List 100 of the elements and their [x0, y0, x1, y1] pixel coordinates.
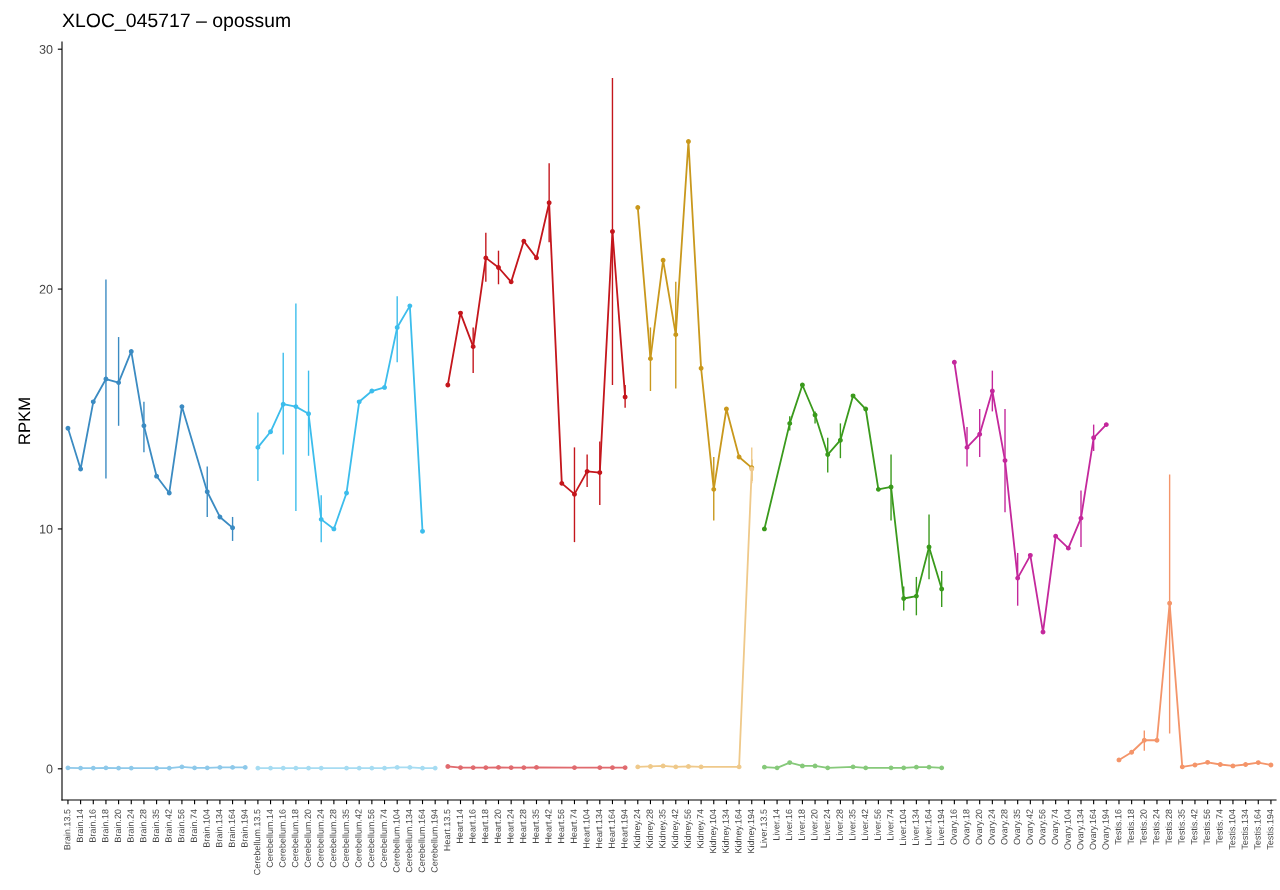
x-tick-label: Brain.104: [203, 809, 210, 847]
x-tick-label: Heart.104: [583, 809, 590, 848]
x-tick-label: Cerebellum.20: [304, 809, 311, 868]
x-tick-label: Ovary.18: [963, 809, 972, 845]
x-tick-label: Heart.134: [595, 809, 603, 848]
x-tick-label: Brain.16: [89, 809, 96, 842]
x-tick-label: Cerebellum.134: [405, 809, 413, 873]
y-tick-label: 10: [40, 524, 53, 534]
x-tick-label: Liver.42: [861, 809, 869, 840]
x-tick-label: Ovary.104: [1064, 809, 1073, 850]
x-tick-label: Testis.56: [1203, 809, 1211, 845]
y-tick-label: 0: [46, 764, 53, 774]
x-tick-label: Kidney.28: [646, 809, 655, 848]
x-tick-label: Testis.42: [1190, 809, 1198, 845]
x-tick-label: Heart.35: [532, 809, 539, 843]
x-tick-label: Cerebellum.13.5: [253, 809, 261, 875]
x-tick-label: Testis.20: [1140, 809, 1147, 845]
x-tick-label: Heart.24: [507, 809, 514, 843]
x-tick-label: Ovary.194: [1102, 809, 1111, 850]
y-tick-label: 20: [39, 284, 53, 294]
x-tick-label: Ovary.56: [1039, 809, 1048, 845]
x-tick-label: Cerebellum.164: [418, 809, 425, 873]
x-tick-label: Liver.164: [924, 809, 932, 845]
x-tick-label: Cerebellum.28: [329, 809, 337, 868]
x-tick-label: Heart.56: [557, 809, 565, 843]
y-axis-title: RPKM: [18, 398, 31, 444]
x-tick-label: Liver.14: [772, 809, 780, 840]
x-tick-label: Liver.56: [874, 809, 881, 840]
x-tick-label: Cerebellum.74: [380, 809, 387, 868]
x-tick-label: Brain.74: [190, 809, 197, 842]
x-tick-label: Ovary.20: [975, 809, 984, 845]
x-tick-label: Ovary.134: [1077, 809, 1086, 850]
x-tick-label: Cerebellum.18: [291, 809, 299, 868]
x-tick-label: Kidney.42: [671, 809, 680, 848]
x-tick-label: Testis.35: [1178, 809, 1185, 845]
x-tick-label: Heart.28: [519, 809, 527, 843]
x-tick-label: Brain.20: [114, 809, 122, 842]
x-tick-label: Brain.194: [241, 809, 248, 847]
x-tick-label: Testis.28: [1165, 809, 1173, 845]
x-tick-label: Liver.35: [848, 809, 856, 840]
x-tick-label: Brain.14: [76, 809, 84, 842]
x-tick-label: Brain.35: [152, 809, 160, 842]
x-tick-label: Cerebellum.42: [354, 809, 362, 868]
x-tick-label: Heart.18: [481, 809, 489, 843]
x-tick-label: Testis.18: [1127, 809, 1135, 845]
x-tick-label: Ovary.24: [988, 809, 997, 845]
x-tick-label: Heart.16: [469, 809, 476, 843]
x-tick-label: Brain.134: [215, 809, 223, 847]
x-tick-label: Ovary.35: [1013, 809, 1022, 845]
x-tick-label: Liver.20: [810, 809, 818, 840]
x-tick-label: Liver.74: [886, 809, 894, 840]
x-tick-label: Heart.164: [608, 809, 615, 848]
chart-title: XLOC_045717 – opossum: [62, 13, 290, 32]
x-tick-label: Brain.18: [101, 809, 109, 842]
x-tick-label: Heart.42: [545, 809, 552, 843]
x-tick-label: Liver.134: [912, 809, 919, 845]
x-tick-label: Heart.13.5: [443, 809, 451, 851]
x-tick-label: Testis.194: [1266, 809, 1274, 850]
x-tick-label: Ovary.164: [1089, 809, 1098, 850]
x-tick-label: Kidney.104: [709, 809, 718, 853]
x-tick-label: Kidney.24: [633, 809, 642, 848]
x-tick-label: Ovary.16: [950, 809, 959, 845]
x-tick-label: Cerebellum.14: [266, 809, 273, 868]
x-tick-label: Cerebellum.35: [342, 809, 349, 868]
x-tick-label: Brain.24: [127, 809, 134, 842]
x-tick-label: Kidney.194: [747, 809, 756, 853]
x-tick-label: Brain.42: [165, 809, 172, 842]
x-tick-label: Cerebellum.194: [430, 809, 438, 873]
x-tick-label: Heart.194: [621, 809, 628, 848]
x-tick-label: Liver.16: [785, 809, 793, 840]
x-tick-label: Testis.74: [1216, 809, 1223, 845]
x-tick-label: Liver.18: [798, 809, 805, 840]
x-tick-label: Cerebellum.24: [317, 809, 324, 868]
x-tick-label: Brain.13.5: [63, 809, 71, 850]
x-tick-label: Kidney.56: [684, 809, 693, 848]
x-tick-label: Testis.24: [1152, 809, 1160, 845]
x-tick-label: Heart.20: [494, 809, 501, 843]
x-tick-label: Heart.74: [570, 809, 577, 843]
x-tick-label: Cerebellum.104: [392, 809, 400, 873]
x-tick-label: Ovary.28: [1001, 809, 1010, 845]
x-tick-label: Liver.13.5: [760, 809, 767, 848]
x-tick-label: Ovary.74: [1051, 809, 1060, 845]
x-tick-label: Cerebellum.16: [279, 809, 286, 868]
x-tick-label: Liver.104: [899, 809, 907, 845]
x-tick-label: Kidney.164: [734, 809, 744, 853]
x-tick-label: Ovary.42: [1026, 809, 1035, 845]
x-tick-label: Cerebellum.56: [367, 809, 375, 868]
x-tick-label: Brain.56: [177, 809, 185, 842]
x-tick-label: Brain.28: [139, 809, 147, 842]
x-tick-label: Testis.16: [1114, 809, 1122, 845]
x-tick-label: Testis.164: [1254, 809, 1261, 850]
y-tick-label: 30: [39, 45, 53, 54]
x-tick-label: Kidney.35: [658, 809, 668, 848]
x-tick-label: Kidney.74: [696, 809, 706, 848]
x-tick-label: Testis.134: [1241, 809, 1249, 850]
x-tick-label: Brain.164: [228, 809, 235, 847]
x-tick-label: Heart.14: [456, 809, 463, 843]
x-tick-label: Kidney.134: [722, 809, 731, 853]
x-tick-label: Testis.104: [1228, 809, 1236, 850]
x-tick-label: Liver.28: [836, 809, 843, 840]
